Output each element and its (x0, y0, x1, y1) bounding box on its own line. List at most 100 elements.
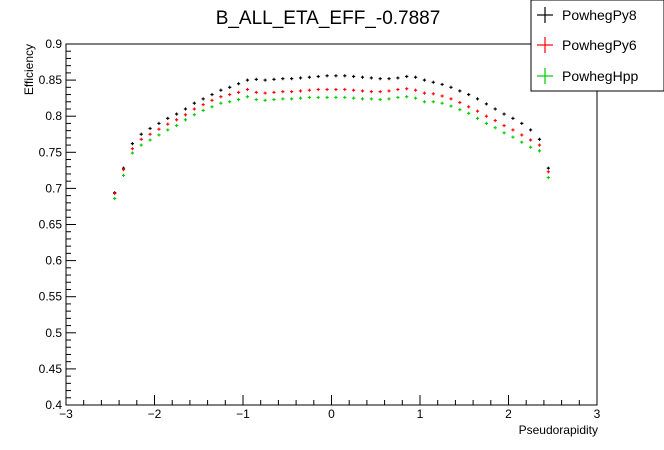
data-point (529, 138, 533, 142)
y-tick-label: 0.45 (39, 362, 63, 376)
data-point (272, 90, 276, 94)
plot-area: −3 −2 −1 0 1 2 3 0.4 0.45 0.5 0.55 0.6 0.65 0.7 0.75 0.… (39, 37, 601, 421)
data-point (458, 108, 462, 112)
data-point (139, 132, 143, 136)
x-axis-label: Pseudorapidity (519, 423, 598, 437)
data-point (431, 100, 435, 104)
data-point (316, 74, 320, 79)
legend: PowhegPy8 PowhegPy6 PowhegHpp (530, 0, 664, 92)
legend-label: PowhegHpp (562, 68, 638, 84)
data-point (343, 95, 347, 100)
data-point (245, 87, 250, 92)
data-point (325, 87, 329, 92)
data-point (387, 97, 391, 101)
data-point (130, 151, 134, 155)
data-point (537, 137, 542, 141)
data-point (413, 96, 418, 100)
data-point (307, 88, 311, 92)
data-point (546, 166, 550, 170)
data-point (166, 122, 170, 126)
data-point (236, 97, 241, 102)
data-point (307, 75, 311, 79)
x-tick-label: 1 (417, 407, 424, 421)
data-point (537, 149, 542, 153)
data-point (175, 112, 179, 116)
legend-label: PowhegPy8 (562, 7, 637, 23)
data-point (113, 196, 117, 201)
data-point (431, 80, 435, 84)
data-point (475, 97, 480, 101)
x-tick-label: 0 (328, 407, 335, 421)
data-point (201, 103, 205, 107)
data-point (298, 96, 303, 100)
data-point (493, 126, 497, 130)
data-point (529, 145, 533, 149)
data-point (263, 78, 267, 82)
data-point (369, 90, 373, 94)
y-tick-label: 0.8 (45, 109, 62, 123)
data-point (360, 75, 365, 79)
data-point (449, 85, 453, 89)
data-point (316, 95, 320, 100)
data-point (210, 98, 214, 102)
data-point (139, 137, 143, 141)
data-point (210, 92, 214, 97)
data-point (175, 123, 179, 128)
legend-label: PowhegPy6 (562, 37, 637, 53)
data-point (148, 132, 152, 136)
data-point (405, 74, 409, 79)
data-point (502, 131, 506, 135)
x-tick-label: −1 (236, 407, 250, 421)
data-point (467, 105, 471, 109)
data-point (520, 133, 524, 137)
data-point (529, 128, 533, 132)
data-point (396, 76, 400, 80)
data-point (298, 76, 303, 80)
data-point (183, 107, 188, 111)
data-point (166, 116, 170, 120)
legend-entry-PowhegPy6: PowhegPy6 (537, 37, 637, 53)
data-point (405, 87, 409, 91)
data-point (130, 147, 134, 151)
data-point (228, 92, 232, 97)
data-point (148, 126, 152, 131)
y-tick-label: 0.7 (45, 181, 62, 195)
data-point (307, 95, 311, 100)
data-point (396, 87, 400, 92)
data-point (440, 94, 444, 98)
data-point (405, 95, 409, 99)
data-point (281, 97, 285, 101)
data-point (449, 104, 453, 108)
data-point (431, 92, 435, 96)
x-tick-label: 3 (594, 407, 601, 421)
data-point (219, 101, 223, 105)
data-point (157, 127, 161, 131)
data-point (236, 82, 241, 86)
data-point (254, 77, 258, 81)
data-point (183, 113, 188, 117)
data-point (201, 97, 205, 101)
y-tick-label: 0.55 (39, 290, 63, 304)
data-point (130, 142, 134, 146)
data-point (290, 77, 294, 81)
data-point (422, 100, 427, 104)
data-point (546, 175, 550, 180)
data-point (201, 108, 205, 113)
data-point (325, 95, 329, 100)
data-point (121, 168, 126, 172)
data-point (352, 88, 356, 92)
y-tick-label: 0.65 (39, 218, 63, 232)
y-tick-label: 0.75 (39, 145, 63, 159)
data-point (369, 76, 373, 80)
data-point (192, 113, 196, 117)
data-point (263, 91, 267, 95)
data-point (228, 85, 232, 89)
data-point (387, 77, 391, 81)
data-point (458, 89, 462, 93)
data-point (369, 97, 373, 101)
data-point (475, 109, 480, 113)
data-point (219, 95, 223, 99)
legend-box (530, 0, 664, 92)
data-point (440, 82, 444, 87)
data-point (378, 97, 382, 102)
